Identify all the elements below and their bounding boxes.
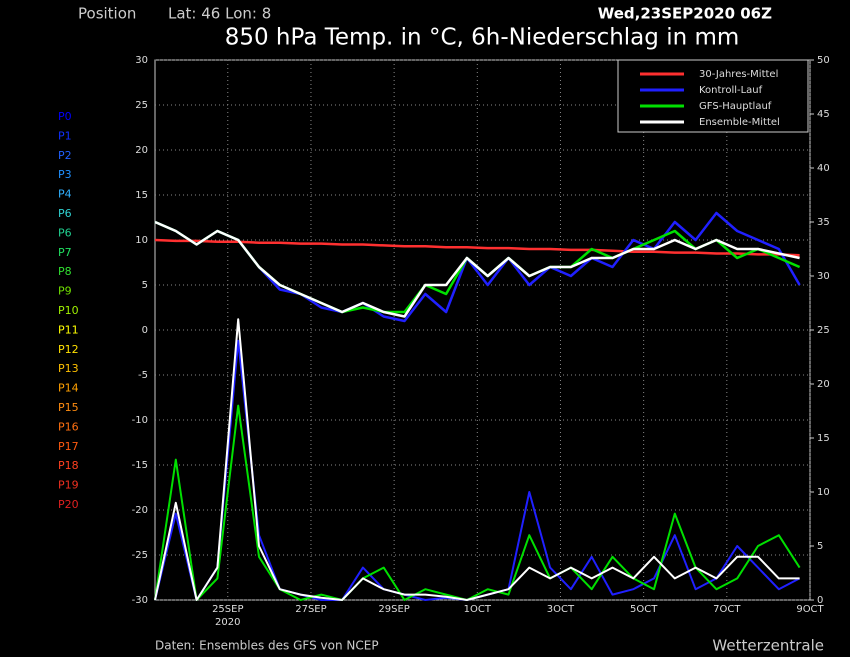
x-tick-label: 29SEP xyxy=(378,604,409,615)
y2-tick-label: 0 xyxy=(817,595,823,606)
member-label: P17 xyxy=(58,440,79,453)
y2-tick-label: 15 xyxy=(817,433,830,444)
y2-tick-label: 10 xyxy=(817,487,830,498)
series-line xyxy=(154,318,800,601)
member-label: P2 xyxy=(58,149,72,162)
x-tick-label: 9OCT xyxy=(796,604,824,615)
x-tick-label: 3OCT xyxy=(547,604,575,615)
member-label: P4 xyxy=(58,188,72,201)
member-label: P12 xyxy=(58,343,79,356)
series-line xyxy=(154,404,801,601)
x-tick-label: 25SEP xyxy=(212,604,243,615)
member-label: P6 xyxy=(58,226,72,239)
y2-tick-label: 20 xyxy=(817,379,830,390)
y-tick-label: 5 xyxy=(142,280,148,291)
position-label: Position xyxy=(78,5,136,23)
x-tick-label: 27SEP xyxy=(295,604,326,615)
y2-tick-label: 5 xyxy=(817,541,823,552)
y-tick-label: -15 xyxy=(132,460,148,471)
member-label: P0 xyxy=(58,110,72,123)
legend-label: GFS-Hauptlauf xyxy=(699,101,772,112)
y2-tick-label: 40 xyxy=(817,163,830,174)
y-tick-label: -10 xyxy=(132,415,148,426)
legend-box xyxy=(617,59,809,133)
member-label: P14 xyxy=(58,382,79,395)
member-label: P7 xyxy=(58,246,72,259)
member-label: P6 xyxy=(58,207,72,220)
member-label: P9 xyxy=(58,285,72,298)
member-label: P20 xyxy=(58,498,79,511)
series-line xyxy=(154,238,800,257)
position: Lat: 46 Lon: 8 xyxy=(168,5,271,23)
member-label: P3 xyxy=(58,168,72,181)
series-line xyxy=(154,220,800,318)
chart-title: 850 hPa Temp. in °C, 6h-Niederschlag in … xyxy=(225,25,740,51)
y2-tick-label: 45 xyxy=(817,109,830,120)
y2-tick-label: 30 xyxy=(817,271,830,282)
member-label: P18 xyxy=(58,459,79,472)
y-tick-label: 10 xyxy=(135,235,148,246)
x-tick-label: 5OCT xyxy=(630,604,658,615)
legend-label: 30-Jahres-Mittel xyxy=(699,69,778,80)
member-label: P19 xyxy=(58,479,79,492)
x-tick-label: 1OCT xyxy=(464,604,492,615)
x-year-label: 2020 xyxy=(215,617,240,628)
member-label: P8 xyxy=(58,265,72,278)
run-time: Wed,23SEP2020 06Z xyxy=(598,5,772,23)
y-tick-label: 0 xyxy=(142,325,148,336)
y-tick-label: 20 xyxy=(135,145,148,156)
source: Daten: Ensembles des GFS von NCEP xyxy=(155,639,379,653)
legend-label: Ensemble-Mittel xyxy=(699,117,780,128)
member-label: P15 xyxy=(58,401,79,414)
y2-tick-label: 35 xyxy=(817,217,830,228)
member-label: P10 xyxy=(58,304,79,317)
y-tick-label: -5 xyxy=(138,370,148,381)
y-tick-label: 30 xyxy=(135,55,148,66)
brand: Wetterzentrale xyxy=(712,637,824,655)
member-label: P13 xyxy=(58,362,79,375)
member-label: P16 xyxy=(58,420,79,433)
legend-label: Kontroll-Lauf xyxy=(699,85,763,96)
y2-tick-label: 50 xyxy=(817,55,830,66)
y-tick-label: -20 xyxy=(132,505,148,516)
member-label: P1 xyxy=(58,129,72,142)
y2-tick-label: 25 xyxy=(817,325,830,336)
y-tick-label: -30 xyxy=(132,595,148,606)
x-tick-label: 7OCT xyxy=(713,604,741,615)
member-label: P11 xyxy=(58,323,79,336)
y-tick-label: -25 xyxy=(132,550,148,561)
y-tick-label: 15 xyxy=(135,190,148,201)
y-tick-label: 25 xyxy=(135,100,148,111)
